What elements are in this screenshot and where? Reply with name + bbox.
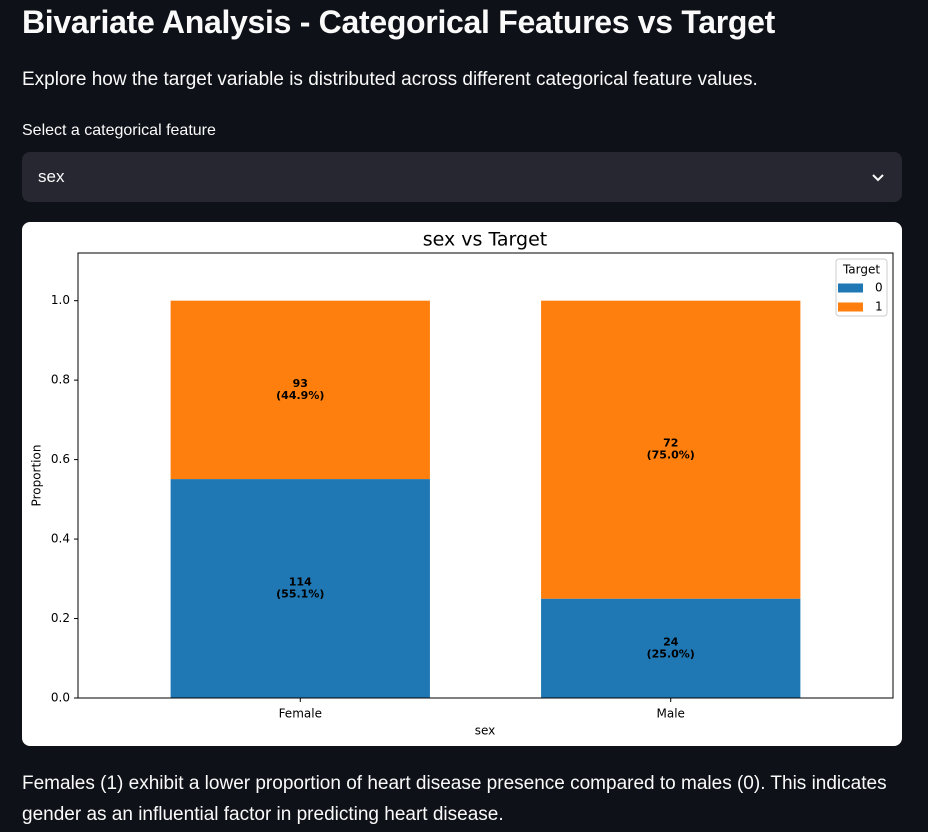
legend-label: 0 xyxy=(875,281,883,295)
bar-value-label: (44.9%) xyxy=(276,389,324,402)
x-tick-label: Female xyxy=(279,707,322,721)
chevron-icon xyxy=(872,174,884,182)
bar-segment xyxy=(170,479,430,698)
chart-title: sex vs Target xyxy=(423,229,548,251)
bar-count-label: 93 xyxy=(293,377,308,390)
y-tick-label: 0.8 xyxy=(51,373,70,387)
bar-count-label: 72 xyxy=(663,437,678,450)
bar-segment xyxy=(541,300,801,599)
y-tick-label: 0.6 xyxy=(51,452,70,466)
y-tick-label: 1.0 xyxy=(51,293,70,307)
select-value: sex xyxy=(38,167,65,186)
description: Explore how the target variable is distr… xyxy=(22,69,758,90)
bar-count-label: 114 xyxy=(289,576,312,589)
bar-segment xyxy=(170,300,430,480)
axes-frame xyxy=(77,252,894,699)
feature-select[interactable]: sex xyxy=(22,152,902,202)
legend-swatch xyxy=(838,283,863,293)
page-title: Bivariate Analysis - Categorical Feature… xyxy=(22,4,776,40)
legend-title: Target xyxy=(842,263,880,277)
y-tick-label: 0.0 xyxy=(51,691,70,705)
bar-value-label: (55.1%) xyxy=(276,588,324,601)
bar-segment xyxy=(541,598,801,698)
bar-count-label: 24 xyxy=(663,635,679,648)
y-tick-label: 0.2 xyxy=(51,611,70,625)
bar-value-label: (25.0%) xyxy=(647,647,695,660)
chart: sex vs Target sex Proportion 0.0 0.2 0.4 0.… xyxy=(30,229,894,738)
chart-card: sex vs Target sex Proportion 0.0 0.2 0.4 0.… xyxy=(22,222,902,746)
x-axis-label: sex xyxy=(475,724,496,738)
x-tick-label: Male xyxy=(657,707,685,721)
y-tick-label: 0.4 xyxy=(51,532,70,546)
y-axis-label: Proportion xyxy=(30,445,44,507)
legend-label: 1 xyxy=(875,300,883,314)
caption: Females (1) exhibit a lower proportion o… xyxy=(22,773,887,825)
bar-value-label: (75.0%) xyxy=(647,449,695,462)
legend-swatch xyxy=(838,302,863,312)
select-label: Select a categorical feature xyxy=(22,122,216,139)
